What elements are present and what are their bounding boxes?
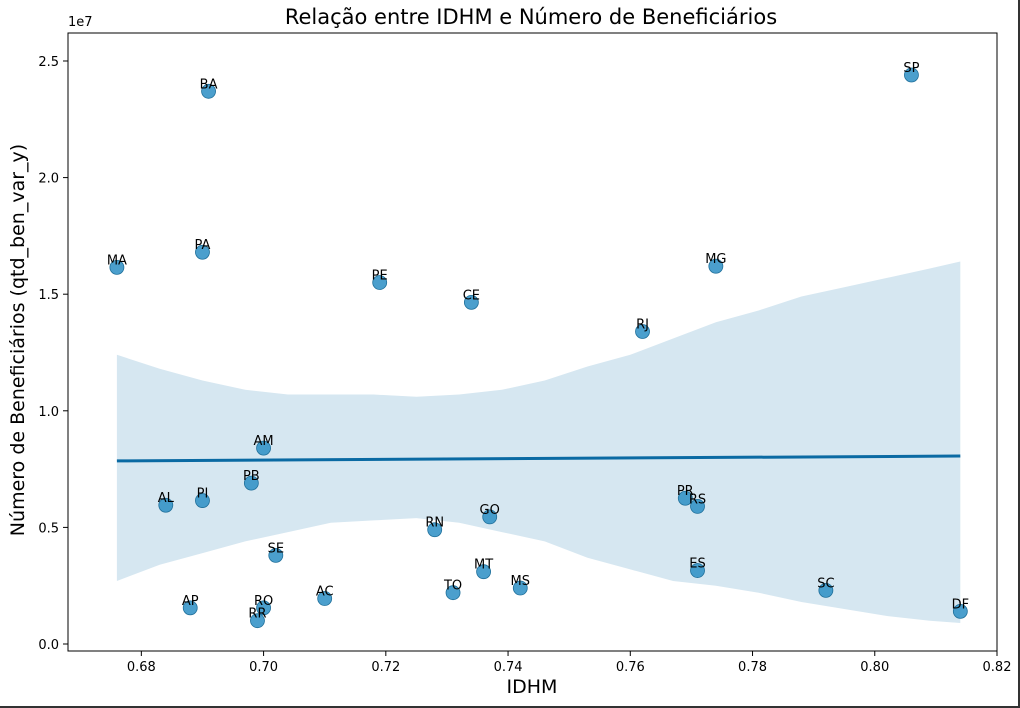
x-tick-label: 0.80 [860,660,889,675]
point-label-sp: SP [903,61,919,76]
y-tick-label: 2.0 [38,172,59,187]
point-label-pr: PR [677,484,694,499]
point-ce [463,294,479,310]
point-ba [201,83,216,99]
y-tick-label: 1.0 [38,405,59,420]
window-frame-bottom [0,706,1020,708]
point-label-mg: MG [705,252,726,267]
x-tick-label: 0.74 [494,660,523,675]
point-al [158,497,174,513]
confidence-band [116,261,961,623]
point-go [482,509,498,525]
point-label-am: AM [254,434,274,449]
point-ms [512,580,528,596]
point-label-rr: RR [248,607,266,622]
point-mg [708,258,724,274]
point-rs [690,499,705,514]
chart-title: Relação entre IDHM e Número de Beneficiá… [285,5,777,29]
x-tick-label: 0.70 [249,660,278,675]
point-ap [182,600,198,616]
point-rr [250,613,265,629]
point-label-ro: RO [254,594,273,609]
point-mt [476,564,492,580]
point-label-rj: RJ [636,318,649,333]
point-am [256,440,271,456]
point-pa [195,244,210,260]
point-ma [109,259,125,275]
point-pb [243,475,259,491]
point-ac [317,591,333,606]
x-tick-label: 0.78 [738,660,767,675]
point-label-pi: PI [197,487,209,502]
point-label-go: GO [480,503,500,518]
y-axis-title: Número de Beneficiários (qtd_ben_var_y) [7,144,29,536]
y-tick-label: 1.5 [38,288,59,303]
point-label-sc: SC [817,576,834,591]
regression-line [116,454,961,463]
point-label-df: DF [952,597,970,612]
x-tick-label: 0.68 [127,660,156,675]
point-pr [677,490,693,506]
point-rn [427,522,443,538]
point-es [690,563,705,578]
point-pe [372,275,388,290]
point-label-al: AL [158,491,175,506]
point-label-rn: RN [425,516,444,531]
point-to [445,585,461,601]
point-label-ce: CE [463,288,480,303]
point-label-ba: BA [200,77,218,92]
x-tick-label: 0.76 [616,660,645,675]
point-df [952,603,968,619]
point-label-ms: MS [511,574,530,589]
point-sp [904,67,919,83]
point-label-ap: AP [182,594,199,609]
point-pi [195,493,210,508]
y-offset-label: 1e7 [68,15,93,30]
y-tick-label: 0.0 [38,638,59,653]
point-label-to: TO [443,579,462,594]
x-tick-label: 0.72 [371,660,400,675]
point-label-pb: PB [243,469,260,484]
point-label-ma: MA [107,253,127,268]
point-sc [818,582,834,598]
point-se [268,547,284,563]
point-label-rs: RS [689,492,706,507]
x-axis-title: IDHM [507,676,558,698]
y-tick-label: 2.5 [38,55,59,70]
axes-frame [67,32,998,652]
window-frame-right [1018,0,1020,708]
point-ro [256,600,271,616]
point-label-mt: MT [474,558,493,573]
point-label-ac: AC [316,585,334,600]
point-label-es: ES [689,557,705,572]
point-label-se: SE [268,541,284,556]
point-label-pe: PE [372,269,388,284]
point-label-pa: PA [195,238,211,253]
x-tick-label: 0.82 [983,660,1012,675]
point-rj [635,324,650,339]
y-tick-label: 0.5 [38,521,59,536]
